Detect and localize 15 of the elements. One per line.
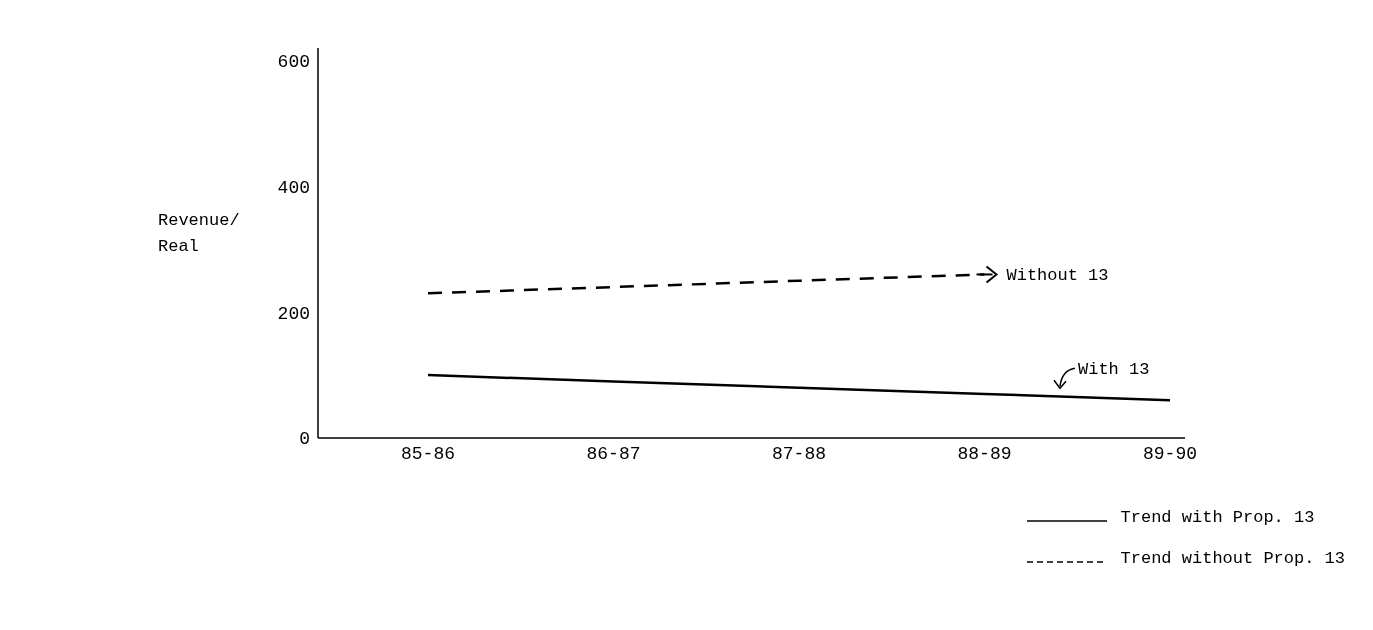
x-tick-label: 86-87 xyxy=(586,443,641,464)
x-tick-label: 87-88 xyxy=(771,443,827,464)
x-tick-label: 89-90 xyxy=(1142,443,1198,464)
x-tick-label: 88-89 xyxy=(957,443,1012,464)
x-tick-label: 85-86 xyxy=(400,443,456,464)
y-tick-label: 200 xyxy=(277,303,310,324)
annotation: With 13 xyxy=(1078,360,1150,380)
y-tick-label: 400 xyxy=(277,177,310,198)
line-series xyxy=(426,373,1172,402)
legend-label: Trend without Prop. 13 xyxy=(1120,549,1345,568)
annotation: Without 13 xyxy=(1006,266,1109,286)
y-tick-label: 0 xyxy=(299,429,310,450)
legend-label: Trend with Prop. 13 xyxy=(1120,508,1315,527)
y-axis-title: Revenue/ Real xyxy=(158,210,240,258)
y-tick-label: 600 xyxy=(277,51,310,72)
